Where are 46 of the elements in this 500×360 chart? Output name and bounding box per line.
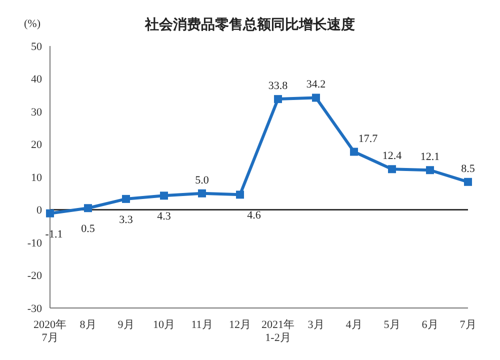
x-tick-label: 7月 xyxy=(460,319,476,331)
y-tick-label: 0 xyxy=(36,204,42,217)
data-label: 17.7 xyxy=(358,132,378,145)
data-label: 33.8 xyxy=(268,80,288,92)
point xyxy=(46,209,54,218)
point xyxy=(236,190,244,199)
x-tick-label: 11月 xyxy=(191,319,213,331)
y-tick-label: -20 xyxy=(27,270,42,282)
data-label: 0.5 xyxy=(81,223,96,236)
chart-title: 社会消费品零售总额同比增长速度 xyxy=(145,17,355,33)
x-tick-label: 2021年 1-2月 xyxy=(262,319,294,344)
y-tick-label: 30 xyxy=(31,106,42,118)
data-label: 5.0 xyxy=(195,174,210,186)
data-label: 3.3 xyxy=(119,214,134,226)
point xyxy=(312,94,320,102)
x-tick-label: 2020年 7月 xyxy=(34,319,66,344)
y-tick-label: 40 xyxy=(31,74,42,86)
data-label: 4.3 xyxy=(157,210,172,223)
y-tick-label: 50 xyxy=(31,40,42,53)
x-tick-label: 10月 xyxy=(153,319,175,331)
y-axis-title: (%) xyxy=(24,18,40,30)
point xyxy=(198,189,206,198)
y-tick-label: 10 xyxy=(31,172,42,184)
x-tick-label: 9月 xyxy=(118,319,134,331)
point xyxy=(388,165,396,174)
x-tick-label: 8月 xyxy=(80,319,96,331)
x-tick-label: 3月 xyxy=(308,319,324,331)
point xyxy=(274,95,282,104)
data-label: 8.5 xyxy=(461,162,476,175)
x-tick-label: 6月 xyxy=(422,319,438,331)
y-tick-label: -10 xyxy=(27,237,42,250)
point xyxy=(122,194,130,203)
data-label: 12.1 xyxy=(420,151,440,164)
x-tick-label: 4月 xyxy=(346,319,362,331)
data-label: 12.4 xyxy=(382,150,402,162)
point xyxy=(426,166,434,174)
y-tick-label: -30 xyxy=(27,302,42,315)
point xyxy=(84,204,92,212)
point xyxy=(160,192,168,200)
data-label: 4.6 xyxy=(247,210,262,222)
y-tick-label: 20 xyxy=(31,139,42,152)
point xyxy=(350,148,358,156)
x-tick-label: 5月 xyxy=(384,319,400,331)
x-tick-label: 12月 xyxy=(229,319,251,331)
data-label: 34.2 xyxy=(306,78,326,91)
point xyxy=(464,178,472,186)
